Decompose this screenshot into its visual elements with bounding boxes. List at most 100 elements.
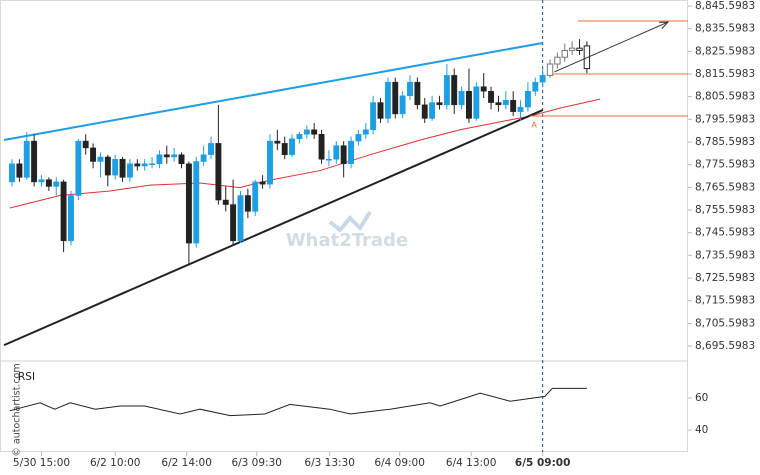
x-tick-label: 6/3 09:30 <box>231 457 282 469</box>
candle-body <box>60 181 67 242</box>
candle-body <box>399 95 406 115</box>
candle-body <box>38 179 45 183</box>
candle-body <box>429 102 436 119</box>
candle-body <box>281 143 288 155</box>
candle-body <box>539 75 546 83</box>
candle-body <box>414 81 421 106</box>
candle-body <box>576 47 583 51</box>
candle-body <box>141 163 148 167</box>
rsi-line <box>9 387 587 417</box>
candle-body <box>502 100 509 106</box>
y-tick-label: 8,815.5983 <box>695 68 755 80</box>
candle-body <box>480 86 487 92</box>
candle-body <box>473 86 480 119</box>
candle-body <box>156 154 163 165</box>
candle-body <box>200 154 207 162</box>
candle-body <box>112 158 119 176</box>
candle-body <box>53 181 60 187</box>
y-tick-label: 8,695.5983 <box>695 340 755 352</box>
y-tick-label: 8,795.5983 <box>695 113 755 125</box>
candle-body <box>546 63 554 76</box>
candle-body <box>303 129 310 135</box>
moving-average <box>9 98 601 209</box>
candle-body <box>318 134 325 160</box>
x-tick-label: 6/4 13:00 <box>446 457 497 469</box>
candle-body <box>554 56 561 65</box>
forecast-arrow <box>554 21 669 73</box>
candle-body <box>421 104 428 119</box>
x-tick-label: 5/30 15:00 <box>13 457 70 469</box>
candle-body <box>348 140 354 165</box>
candle-body <box>443 75 450 106</box>
candle-body <box>311 129 318 135</box>
y-tick-label: 8,835.5983 <box>695 23 755 35</box>
candle-body <box>193 161 200 244</box>
candle-body <box>230 204 237 242</box>
x-tick-label: 6/5 09:00 <box>515 457 571 469</box>
candle-body <box>333 145 340 160</box>
candle-body <box>82 140 89 149</box>
candle-body <box>377 102 384 119</box>
y-tick-label: 8,705.5983 <box>695 317 755 329</box>
candle-body <box>259 181 266 185</box>
candle-body <box>222 199 229 205</box>
x-tick-label: 6/4 09:00 <box>374 457 425 469</box>
candle-body <box>104 156 111 176</box>
candle-body <box>237 195 244 242</box>
candle-body <box>16 163 23 178</box>
x-tick-label: 6/3 13:30 <box>304 457 355 469</box>
candle-body <box>384 81 391 119</box>
candle-body <box>289 138 296 155</box>
x-tick-label: 6/2 14:00 <box>161 457 212 469</box>
candle-body <box>267 140 273 185</box>
candle-body <box>451 75 458 106</box>
rsi-tick-label: 40 <box>695 424 708 436</box>
y-tick-label: 8,735.5983 <box>695 249 755 261</box>
candle-body <box>296 134 303 140</box>
plot-frame <box>0 0 688 452</box>
y-tick-label: 8,785.5983 <box>695 136 755 148</box>
y-tick-label: 8,805.5983 <box>695 91 755 103</box>
candle-body <box>178 154 185 165</box>
candle-body <box>392 81 399 115</box>
indicator-label: RSI <box>18 371 35 383</box>
candle-body <box>185 163 192 244</box>
candle-body <box>134 163 141 167</box>
rsi-tick-label: 60 <box>695 392 708 404</box>
candle-body <box>9 163 15 183</box>
candle-body <box>495 102 502 106</box>
candle-body <box>355 134 362 142</box>
y-tick-label: 8,755.5983 <box>695 204 755 216</box>
candle-body <box>407 81 413 97</box>
y-tick-label: 8,725.5983 <box>695 272 755 284</box>
y-tick-label: 8,715.5983 <box>695 295 755 307</box>
candle-body <box>126 163 133 178</box>
candle-body <box>171 154 178 158</box>
candle-body <box>458 90 465 106</box>
lower-trend-line <box>3 109 544 347</box>
x-tick-label: 6/2 10:00 <box>90 457 141 469</box>
y-tick-label: 8,775.5983 <box>695 159 755 171</box>
candle-body <box>215 143 222 201</box>
candle-body <box>31 140 38 183</box>
upper-trend-line <box>3 41 543 141</box>
candle-body <box>510 100 517 112</box>
candle-body <box>45 179 52 187</box>
candle-body <box>208 143 214 155</box>
candle-body <box>244 195 251 212</box>
candle-body <box>532 81 539 92</box>
y-tick-label: 8,765.5983 <box>695 181 755 193</box>
candle-body <box>362 129 369 135</box>
y-tick-label: 8,825.5983 <box>695 45 755 57</box>
candle-body <box>524 90 531 108</box>
copyright: © autochartist.com <box>12 363 23 456</box>
candle-body <box>90 147 97 162</box>
candle-body <box>561 49 568 58</box>
y-tick-label: 8,745.5983 <box>695 227 755 239</box>
candle-body <box>68 195 74 242</box>
candle-body <box>488 90 495 103</box>
candle-body <box>23 140 30 178</box>
level-label: A <box>531 120 537 129</box>
arrow-head <box>658 21 670 29</box>
